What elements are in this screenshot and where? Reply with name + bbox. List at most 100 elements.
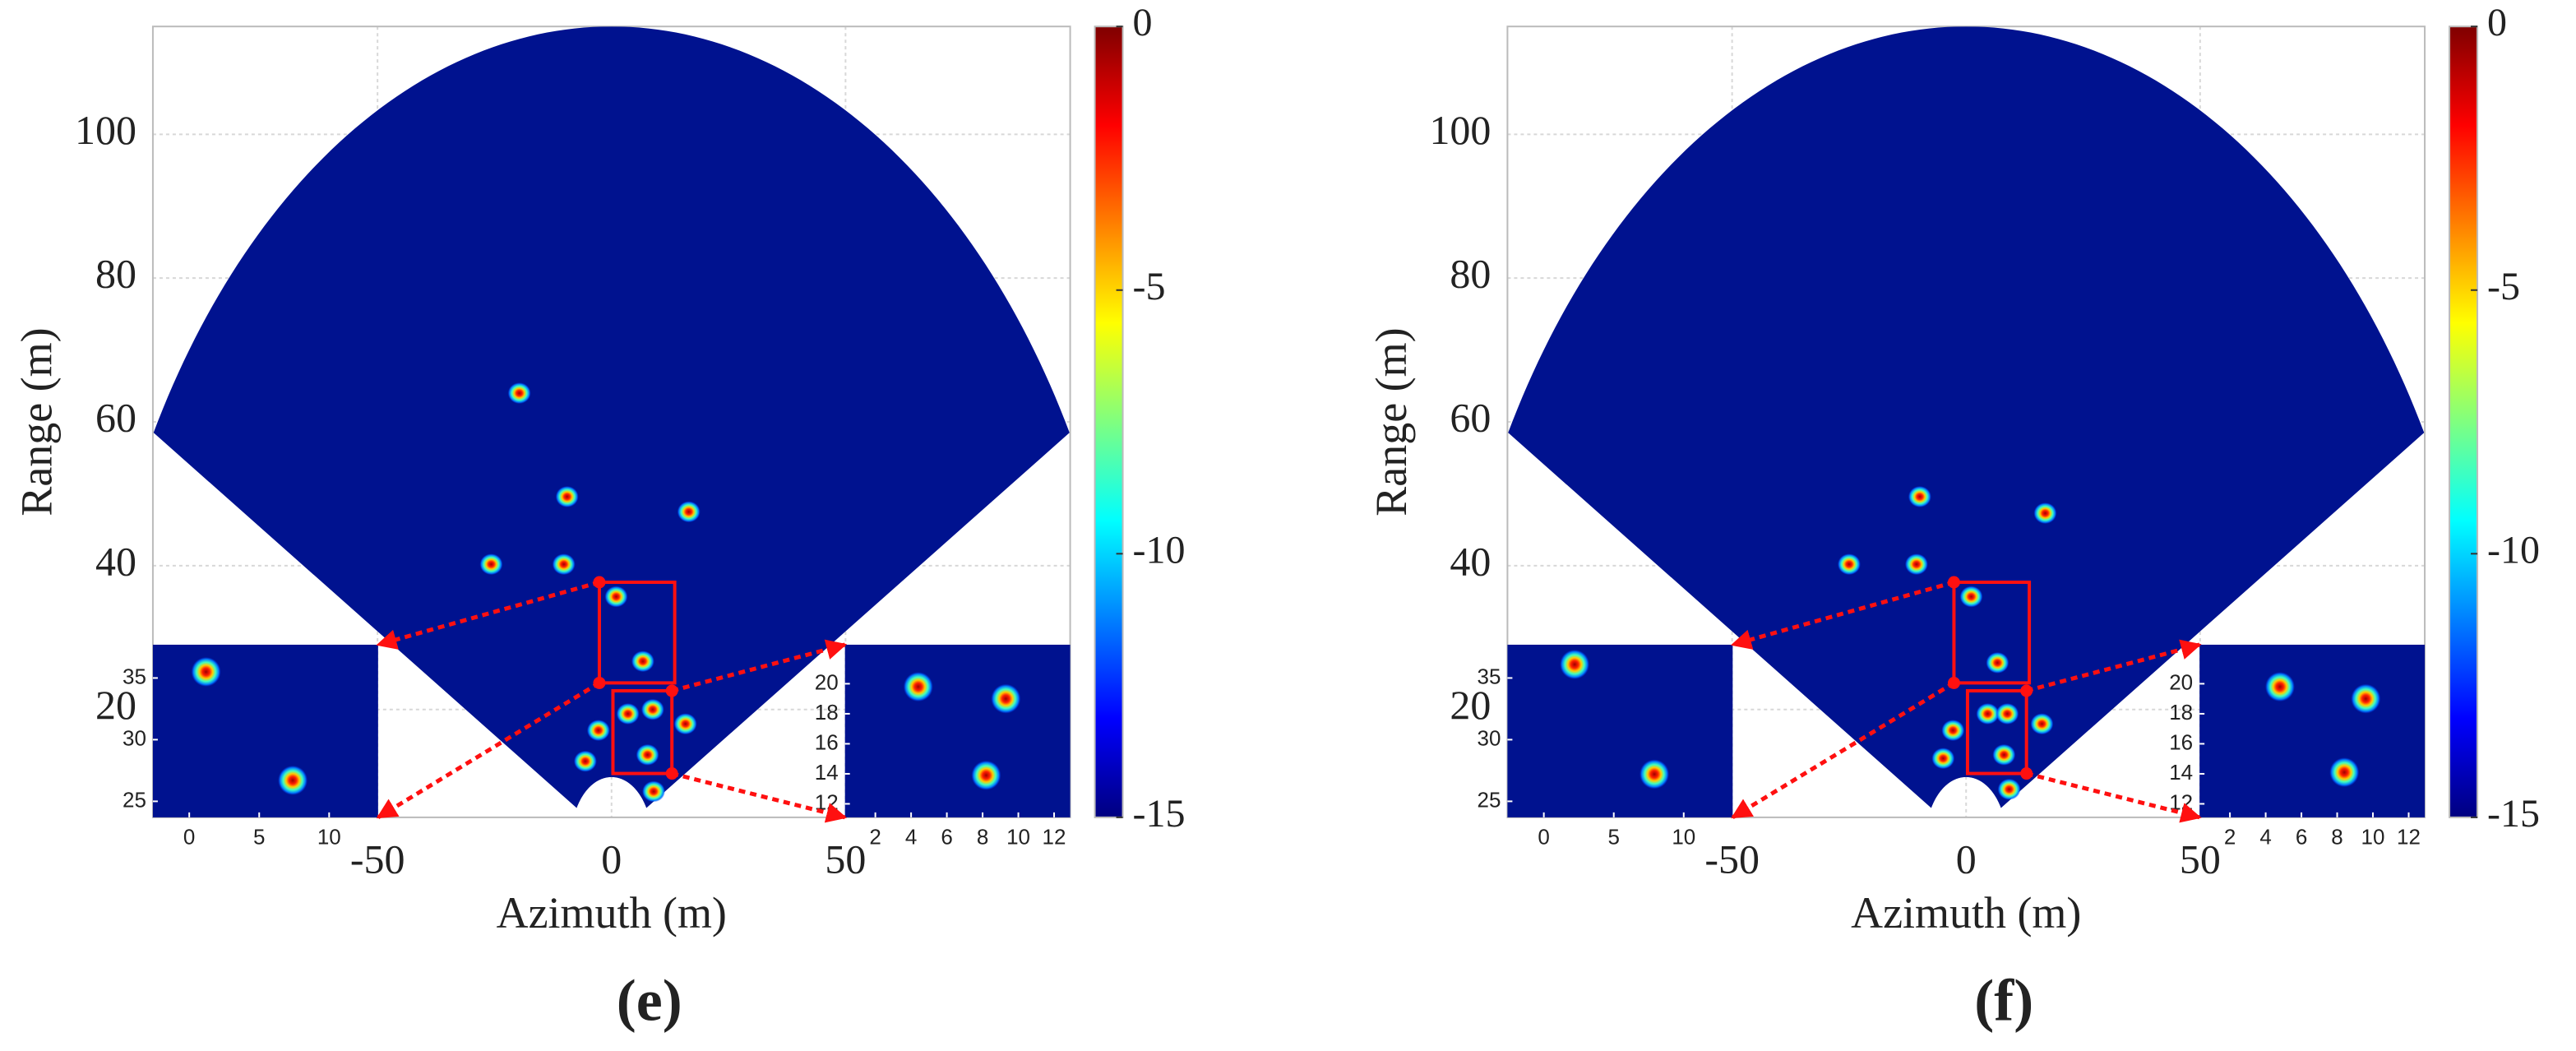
inset-target xyxy=(2329,757,2360,788)
target xyxy=(1996,702,2019,725)
inset-x-tick-label: 10 xyxy=(2361,825,2385,850)
target xyxy=(1837,553,1861,576)
inset-y-tick-label: 25 xyxy=(1478,787,1501,812)
y-axis-label: Range (m) xyxy=(12,327,61,516)
y-tick-label: 60 xyxy=(1450,395,1491,441)
target xyxy=(1959,586,1983,608)
colorbar-tick-label: 0 xyxy=(1133,1,1153,44)
panel-label: (f) xyxy=(1974,967,2033,1033)
inset-y-tick-label: 30 xyxy=(123,725,146,750)
y-tick-label: 60 xyxy=(95,395,136,441)
y-tick-label: 100 xyxy=(75,107,136,153)
inset-y-tick-label: 14 xyxy=(815,760,839,785)
target xyxy=(1997,778,2021,800)
colorbar-tick-label: -10 xyxy=(1133,528,1186,572)
y-tick-label: 100 xyxy=(1429,107,1491,153)
inset-target xyxy=(971,760,1001,790)
target xyxy=(604,586,628,608)
colorbar xyxy=(2449,25,2479,818)
y-tick-label: 40 xyxy=(95,538,136,584)
target xyxy=(1908,485,1931,507)
inset-x-tick-label: 5 xyxy=(253,825,265,850)
inset-x-tick-label: 12 xyxy=(2397,825,2421,850)
inset-y-tick-label: 35 xyxy=(1478,664,1501,688)
inset-target xyxy=(2351,683,2381,714)
colorbar-tick-label: -15 xyxy=(1133,792,1186,836)
inset-x-tick-label: 2 xyxy=(2224,825,2236,850)
inset-x-tick-label: 12 xyxy=(1043,825,1066,850)
inset-x-tick-label: 0 xyxy=(1538,825,1549,850)
inset-target xyxy=(1639,759,1670,789)
colorbar-tick-label: 0 xyxy=(2487,1,2507,44)
x-tick-label: -50 xyxy=(1704,836,1760,882)
inset-y-tick-label: 20 xyxy=(815,669,839,694)
inset-target xyxy=(191,656,221,687)
y-tick-label: 20 xyxy=(1450,682,1491,728)
target xyxy=(1992,743,2016,766)
inset-x-tick-label: 4 xyxy=(2259,825,2271,850)
inset-x-tick-label: 5 xyxy=(1607,825,1619,850)
inset-target xyxy=(2264,672,2295,702)
inset-y-tick-label: 30 xyxy=(1478,725,1501,750)
inset-x-tick-label: 10 xyxy=(1672,825,1695,850)
inset-y-tick-label: 25 xyxy=(123,787,146,812)
inset-background xyxy=(152,644,378,817)
target xyxy=(552,553,576,576)
zoom-box xyxy=(1965,689,2028,776)
target xyxy=(677,501,701,523)
inset-background xyxy=(844,644,1071,817)
x-tick-label: 0 xyxy=(1956,836,1977,882)
inset-x-tick-label: 10 xyxy=(317,825,341,850)
zoom-arrow xyxy=(1730,576,1960,650)
zoom-arrow xyxy=(376,576,606,650)
target xyxy=(1941,720,1965,742)
zoom-arrow xyxy=(1731,676,1960,820)
zoom-arrow xyxy=(376,676,606,820)
target xyxy=(641,780,665,803)
colorbar-tick-label: -5 xyxy=(2487,265,2520,308)
x-axis-label: Azimuth (m) xyxy=(1851,888,2081,938)
target xyxy=(2030,713,2054,735)
target xyxy=(1904,553,1928,576)
x-tick-label: 50 xyxy=(2180,836,2221,882)
inset-x-tick-label: 6 xyxy=(2296,825,2307,850)
inset-x-tick-label: 8 xyxy=(2331,825,2342,850)
inset-y-tick-label: 20 xyxy=(2169,669,2193,694)
colorbar-tick-label: -5 xyxy=(1133,265,1166,308)
target xyxy=(479,553,503,576)
inset-y-tick-label: 18 xyxy=(815,700,839,725)
x-axis-label: Azimuth (m) xyxy=(497,888,727,938)
inset-target xyxy=(278,765,308,795)
y-axis-label: Range (m) xyxy=(1367,327,1416,516)
x-tick-label: 50 xyxy=(825,836,866,882)
inset-target xyxy=(991,683,1021,714)
inset-x-tick-label: 8 xyxy=(977,825,988,850)
target xyxy=(507,382,531,405)
colorbar-tick-label: -10 xyxy=(2487,528,2540,572)
inset-target xyxy=(903,672,933,702)
target xyxy=(1976,702,2000,725)
inset-background xyxy=(2199,644,2426,817)
x-tick-label: 0 xyxy=(601,836,622,882)
target xyxy=(1931,748,1955,770)
inset-x-tick-label: 2 xyxy=(869,825,881,850)
target xyxy=(631,651,654,673)
y-tick-label: 80 xyxy=(1450,251,1491,297)
colorbar xyxy=(1094,25,1124,818)
inset-x-tick-label: 0 xyxy=(183,825,195,850)
target xyxy=(1986,651,2009,674)
inset-y-tick-label: 16 xyxy=(815,729,839,754)
inset-x-tick-label: 10 xyxy=(1006,825,1030,850)
inset-x-tick-label: 6 xyxy=(941,825,952,850)
target xyxy=(555,485,579,507)
y-tick-label: 20 xyxy=(95,682,136,728)
inset-target xyxy=(1560,649,1590,679)
target xyxy=(636,743,659,766)
colorbar-tick-label: -15 xyxy=(2487,792,2540,836)
y-tick-label: 80 xyxy=(95,251,136,297)
y-tick-label: 40 xyxy=(1450,538,1491,584)
inset-y-tick-label: 14 xyxy=(2169,760,2193,785)
target xyxy=(573,750,597,772)
